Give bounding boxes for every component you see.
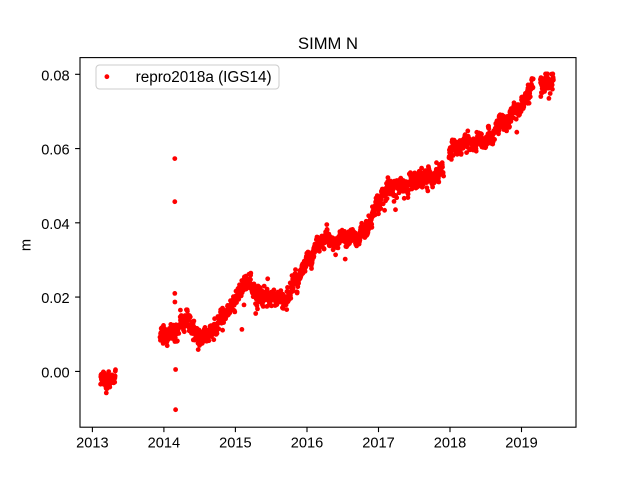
svg-text:2017: 2017 — [362, 436, 394, 452]
svg-text:0.08: 0.08 — [41, 68, 69, 84]
svg-text:2013: 2013 — [76, 436, 108, 452]
svg-text:0.02: 0.02 — [41, 291, 69, 307]
svg-text:repro2018a (IGS14): repro2018a (IGS14) — [136, 69, 272, 86]
svg-text:2014: 2014 — [148, 436, 180, 452]
svg-text:2019: 2019 — [505, 436, 537, 452]
svg-text:0.04: 0.04 — [41, 217, 69, 233]
svg-text:0.00: 0.00 — [41, 365, 69, 381]
svg-text:m: m — [19, 239, 35, 251]
svg-text:2016: 2016 — [291, 436, 323, 452]
svg-text:0.06: 0.06 — [41, 143, 69, 159]
svg-text:2015: 2015 — [219, 436, 251, 452]
svg-text:2018: 2018 — [434, 436, 466, 452]
svg-text:SIMM N: SIMM N — [298, 34, 358, 53]
